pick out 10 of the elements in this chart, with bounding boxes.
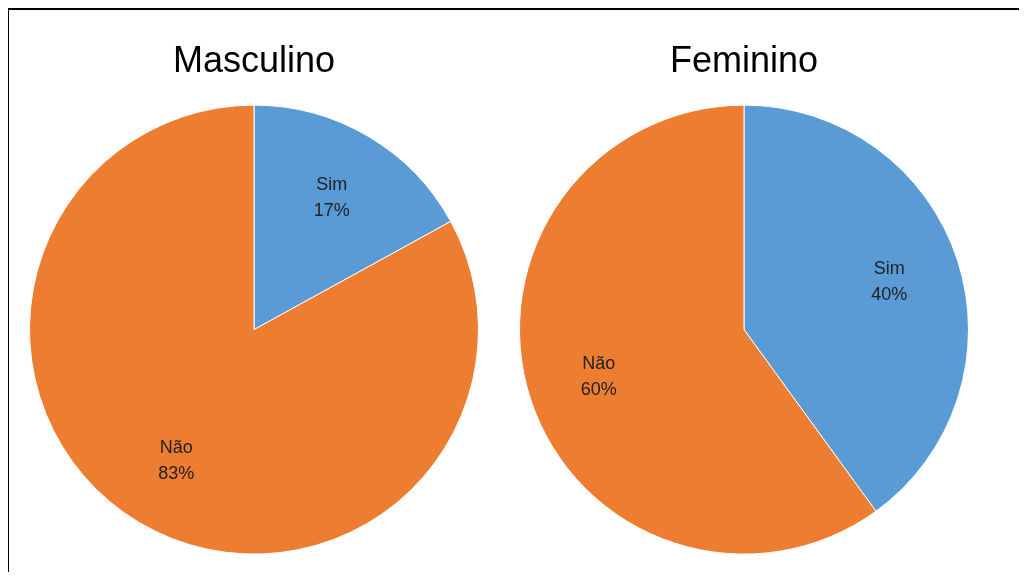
data-label: 17% xyxy=(313,200,350,221)
data-label: 40% xyxy=(871,284,908,305)
chart-title: Feminino xyxy=(669,38,819,80)
data-label: 60% xyxy=(580,378,617,399)
slice-label: Não xyxy=(582,352,616,373)
data-label: 83% xyxy=(158,462,195,483)
slice-label: Sim xyxy=(873,258,905,279)
slice-label: Não xyxy=(159,436,193,457)
chart-title: Masculino xyxy=(172,38,336,80)
slice-label: Sim xyxy=(316,174,348,195)
